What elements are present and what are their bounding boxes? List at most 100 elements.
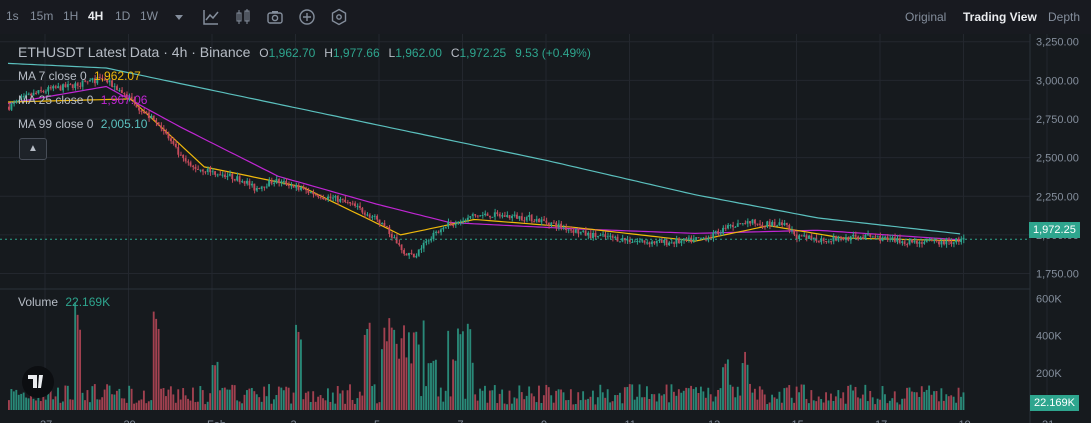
volume-bar — [709, 394, 712, 410]
candle-body — [464, 220, 467, 222]
candle-body — [101, 77, 104, 80]
chart-style-icon[interactable] — [234, 8, 252, 26]
candle-body — [736, 223, 739, 227]
ma7-line — [7, 98, 961, 242]
volume-bar — [869, 390, 872, 410]
volume-bar — [589, 396, 592, 410]
candle-body — [265, 186, 268, 188]
volume-bar — [81, 392, 84, 410]
candle-body — [780, 222, 783, 226]
candle-body — [8, 106, 10, 110]
candle-body — [236, 176, 239, 181]
volume-bar — [901, 398, 904, 410]
volume-bar — [761, 389, 764, 410]
volume-bar — [219, 390, 221, 410]
view-original[interactable]: Original — [905, 10, 947, 24]
candle-body — [368, 214, 371, 218]
collapse-legend-button[interactable]: ▲ — [19, 138, 47, 160]
volume-bar — [162, 388, 165, 410]
interval-1s[interactable]: 1s — [6, 9, 19, 23]
candle-body — [650, 241, 653, 245]
candle-body — [592, 233, 594, 239]
candle-body — [155, 119, 158, 123]
volume-bar — [120, 398, 123, 410]
interval-15m[interactable]: 15m — [30, 9, 54, 23]
candle-body — [47, 87, 50, 92]
candle-body — [741, 223, 744, 225]
candle-body — [940, 241, 943, 245]
candlestick-chart[interactable]: 3,250.00 3,000.00 2,750.00 2,500.00 2,250.00… — [0, 34, 1091, 423]
settings-hexagon-icon[interactable] — [330, 8, 348, 26]
candle-body — [903, 241, 906, 245]
volume-bar — [47, 391, 50, 410]
screenshot-icon[interactable] — [266, 8, 284, 26]
interval-4h[interactable]: 4H — [88, 9, 104, 23]
candle-body — [371, 216, 374, 218]
volume-bar — [874, 404, 877, 410]
candle-body — [295, 185, 297, 188]
candle-body — [192, 165, 194, 167]
time-axis-label: 7 — [458, 419, 464, 423]
volume-bar — [407, 332, 410, 410]
candle-body — [896, 238, 899, 242]
volume-bar — [896, 402, 899, 410]
candle-body — [692, 238, 695, 243]
candle-body — [753, 219, 756, 224]
volume-bar — [474, 394, 477, 410]
volume-bar — [327, 388, 329, 410]
volume-bar — [388, 318, 391, 410]
volume-bar — [37, 397, 40, 410]
ma25-legend: MA 25 close 0 1,967.06 — [18, 93, 147, 107]
volume-bar — [511, 403, 513, 410]
candle-body — [616, 236, 619, 242]
volume-bar — [216, 361, 219, 410]
add-drawing-icon[interactable] — [298, 8, 316, 26]
interval-1h[interactable]: 1H — [63, 9, 79, 23]
more-intervals-icon[interactable] — [170, 8, 188, 26]
candle-body — [34, 92, 37, 94]
volume-bar — [579, 400, 582, 410]
volume-bar — [685, 387, 688, 410]
volume-bar — [825, 392, 827, 410]
volume-bar — [228, 389, 231, 410]
interval-1w[interactable]: 1W — [140, 9, 158, 23]
volume-bar — [54, 396, 57, 410]
volume-bar — [292, 392, 295, 410]
candle-body — [538, 218, 540, 223]
volume-bar — [788, 385, 791, 410]
view-depth[interactable]: Depth — [1048, 10, 1081, 24]
candle-body — [324, 198, 327, 200]
candle-body — [380, 223, 383, 225]
candle-body — [115, 86, 118, 91]
indicators-icon[interactable] — [202, 8, 220, 26]
candle-body — [653, 241, 656, 244]
volume-bar — [334, 403, 337, 410]
volume-bar — [538, 385, 540, 410]
volume-bar — [400, 338, 403, 410]
view-trading-view[interactable]: Trading View — [963, 10, 1037, 24]
volume-bar — [491, 390, 494, 410]
volume-bar — [913, 392, 916, 410]
candle-body — [623, 238, 626, 241]
volume-bar — [123, 398, 126, 410]
candle-body — [584, 230, 587, 236]
volume-bar — [584, 399, 587, 410]
volume-bar — [938, 401, 940, 410]
candle-body — [957, 238, 960, 242]
candle-body — [633, 241, 636, 243]
candle-body — [555, 222, 558, 228]
candle-body — [952, 242, 955, 245]
volume-bar — [15, 389, 18, 410]
volume-bar — [368, 322, 371, 410]
volume-bar — [785, 387, 788, 410]
candle-body — [157, 122, 160, 126]
ma7-legend: MA 7 close 0 1,962.07 — [18, 69, 141, 83]
candle-body — [697, 237, 700, 239]
candle-body — [960, 239, 962, 242]
candle-body — [572, 230, 575, 233]
candle-body — [825, 240, 827, 242]
interval-1d[interactable]: 1D — [115, 9, 131, 23]
candle-body — [668, 242, 670, 246]
volume-bar — [496, 403, 499, 410]
volume-bar — [398, 358, 401, 410]
